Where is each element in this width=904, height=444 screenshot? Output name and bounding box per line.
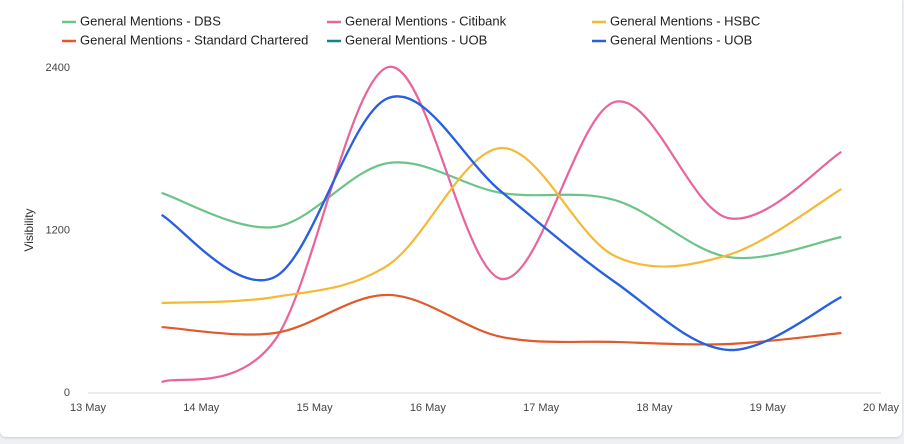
legend-label: General Mentions - HSBC: [610, 13, 760, 28]
legend-label: General Mentions - UOB: [345, 32, 487, 47]
x-tick-label: 19 May: [750, 402, 787, 414]
legend-label: General Mentions - Standard Chartered: [80, 32, 308, 47]
x-tick-label: 15 May: [297, 402, 334, 414]
series-line: [161, 146, 842, 305]
x-tick-label: 18 May: [636, 402, 673, 414]
y-tick-label: 1200: [46, 224, 70, 236]
x-tick-label: 13 May: [70, 402, 107, 414]
x-tick-label: 16 May: [410, 402, 447, 414]
series-line: [161, 161, 842, 260]
x-tick-label: 17 May: [523, 402, 560, 414]
series-line: [161, 65, 842, 384]
series-line: [161, 95, 842, 352]
x-tick-label: 20 May: [863, 402, 900, 414]
legend-label: General Mentions - Citibank: [345, 13, 507, 28]
series-line: [161, 95, 842, 352]
x-tick-label: 14 May: [183, 402, 220, 414]
legend-label: General Mentions - DBS: [80, 13, 221, 28]
y-axis-label: Visibility: [22, 208, 36, 251]
y-tick-label: 0: [64, 387, 70, 399]
legend-label: General Mentions - UOB: [610, 32, 752, 47]
series-line: [161, 293, 842, 346]
y-tick-label: 2400: [46, 62, 70, 74]
